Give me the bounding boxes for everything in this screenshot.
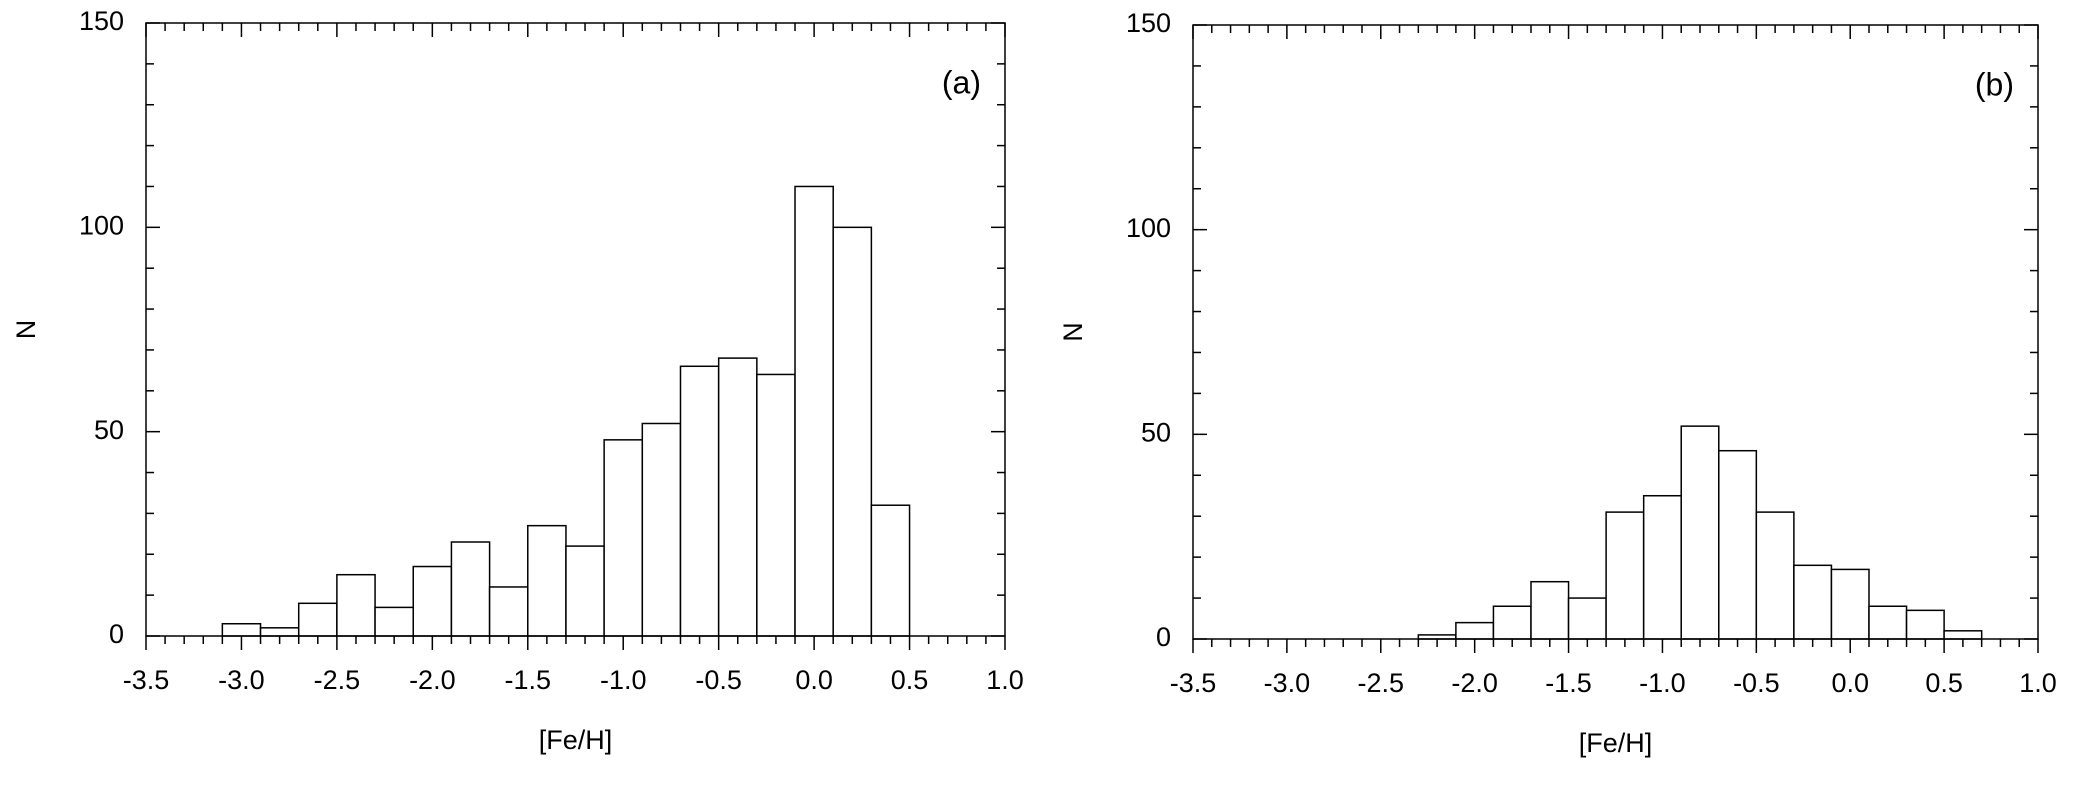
bar bbox=[565, 545, 605, 637]
bar bbox=[1830, 568, 1870, 640]
x-tick-label: -2.5 bbox=[1358, 668, 1405, 698]
panel-label: (b) bbox=[1975, 66, 2014, 102]
bar bbox=[679, 365, 720, 637]
x-tick-label: -2.0 bbox=[409, 665, 456, 695]
x-tick-label: -1.5 bbox=[1545, 668, 1592, 698]
bar bbox=[450, 541, 491, 637]
x-tick-label: -1.0 bbox=[600, 665, 647, 695]
bar bbox=[527, 524, 567, 637]
bar bbox=[1680, 425, 1720, 640]
y-tick-label: 50 bbox=[1141, 417, 1171, 447]
y-tick-label: 150 bbox=[79, 6, 124, 36]
y-tick-label: 0 bbox=[109, 619, 124, 649]
y-tick-label: 150 bbox=[1126, 8, 1171, 38]
y-axis-label: N bbox=[1058, 322, 1088, 342]
bar bbox=[1905, 609, 1945, 640]
bar bbox=[756, 373, 796, 637]
bar bbox=[1793, 564, 1833, 640]
x-tick-label: 0.0 bbox=[1831, 668, 1869, 698]
x-tick-label: -1.5 bbox=[505, 665, 552, 695]
bar bbox=[1642, 494, 1682, 640]
bar bbox=[1718, 449, 1758, 640]
bar bbox=[1492, 605, 1532, 640]
bar bbox=[221, 622, 262, 637]
x-tick-label: -3.5 bbox=[123, 665, 170, 695]
x-tick-label: -2.0 bbox=[1451, 668, 1498, 698]
y-tick-label: 0 bbox=[1156, 622, 1171, 652]
bar bbox=[412, 565, 453, 637]
y-tick-label: 100 bbox=[1126, 213, 1171, 243]
x-axis-label: [Fe/H] bbox=[1579, 728, 1653, 758]
bar bbox=[1530, 580, 1570, 640]
bar bbox=[374, 606, 414, 637]
bar bbox=[1755, 511, 1795, 640]
y-tick-label: 50 bbox=[94, 415, 124, 445]
bar bbox=[297, 602, 338, 637]
bar bbox=[794, 185, 834, 637]
x-tick-label: -2.5 bbox=[314, 665, 361, 695]
x-tick-label: 1.0 bbox=[2019, 668, 2057, 698]
x-tick-label: 0.5 bbox=[891, 665, 929, 695]
bar bbox=[336, 573, 376, 637]
y-axis-label: N bbox=[11, 320, 41, 340]
plot-frame bbox=[1192, 24, 2039, 640]
bar bbox=[1943, 630, 1983, 640]
bar bbox=[1455, 621, 1495, 640]
x-tick-label: -0.5 bbox=[695, 665, 742, 695]
bar bbox=[1605, 511, 1645, 640]
x-tick-label: -3.5 bbox=[1170, 668, 1217, 698]
bar bbox=[717, 357, 758, 637]
x-tick-label: 0.5 bbox=[1925, 668, 1963, 698]
x-tick-label: 1.0 bbox=[986, 665, 1024, 695]
x-tick-label: -1.0 bbox=[1639, 668, 1686, 698]
x-tick-label: -3.0 bbox=[1264, 668, 1311, 698]
x-tick-label: -3.0 bbox=[218, 665, 265, 695]
bar bbox=[1868, 605, 1908, 640]
bar bbox=[488, 586, 529, 637]
plot-frame bbox=[145, 22, 1006, 637]
y-tick-label: 100 bbox=[79, 210, 124, 240]
bar bbox=[870, 504, 911, 637]
bar bbox=[259, 627, 300, 637]
x-axis-label: [Fe/H] bbox=[539, 725, 613, 755]
bar bbox=[641, 422, 682, 637]
x-tick-label: -0.5 bbox=[1733, 668, 1780, 698]
bar bbox=[832, 226, 873, 637]
bar bbox=[603, 439, 644, 637]
panel-label: (a) bbox=[942, 64, 981, 100]
x-tick-label: 0.0 bbox=[795, 665, 833, 695]
bar bbox=[1567, 597, 1607, 640]
